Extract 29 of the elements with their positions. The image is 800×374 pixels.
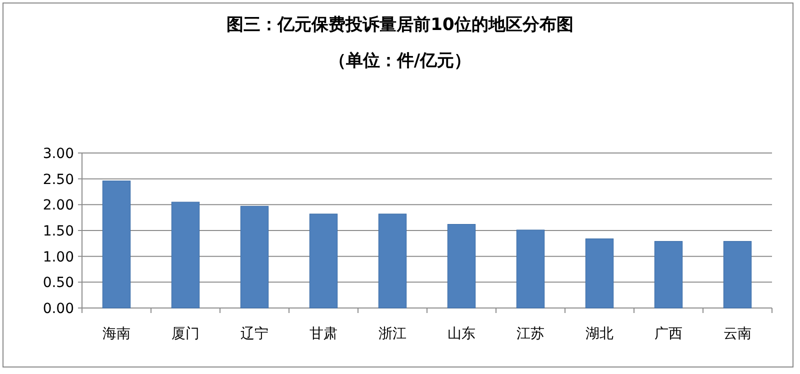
y-tick-label: 2.00 <box>42 198 74 214</box>
x-tick-label: 海南 <box>102 326 130 342</box>
bar <box>654 241 683 308</box>
bar <box>723 241 752 308</box>
x-tick-label: 山东 <box>448 326 476 342</box>
x-tick-label: 甘肃 <box>310 326 338 342</box>
bar <box>447 224 476 308</box>
y-tick-label: 3.00 <box>42 146 74 162</box>
y-tick-label: 1.00 <box>42 249 74 266</box>
bar <box>240 206 269 308</box>
bar <box>102 180 131 308</box>
x-tick-label: 广西 <box>654 326 682 342</box>
chart-title: 图三：亿元保费投诉量居前10位的地区分布图 <box>226 15 574 35</box>
bar <box>171 202 200 308</box>
x-tick-label: 厦门 <box>172 326 200 342</box>
x-tick-label: 云南 <box>724 326 752 342</box>
bar <box>378 214 407 308</box>
x-tick-label: 江苏 <box>516 326 544 342</box>
bar <box>516 230 545 308</box>
x-tick-label: 辽宁 <box>240 326 268 342</box>
y-tick-label: 1.50 <box>42 224 74 240</box>
chart-subtitle: （单位：件/亿元） <box>328 51 472 71</box>
x-tick-label: 湖北 <box>586 326 614 342</box>
x-tick-label: 浙江 <box>378 326 406 342</box>
bar <box>585 238 614 308</box>
y-tick-label: 0.00 <box>42 301 74 317</box>
y-tick-label: 0.50 <box>42 275 74 292</box>
y-tick-label: 2.50 <box>42 172 74 188</box>
bar <box>309 214 338 308</box>
